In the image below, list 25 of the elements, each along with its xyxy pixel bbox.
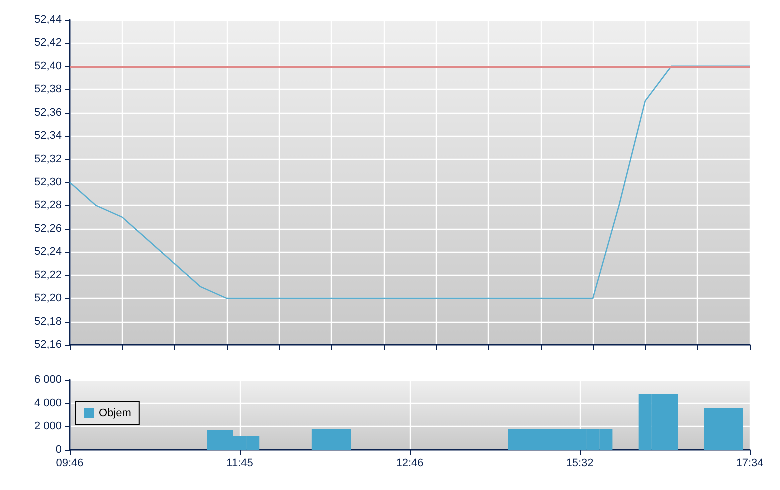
y-tick-label: 52,36: [34, 106, 62, 119]
y-tick-label: 52,38: [34, 84, 62, 96]
y-tick-label: 52,32: [34, 153, 62, 166]
y-tick-label: 52,28: [34, 200, 62, 212]
y-tick-label: 52,34: [34, 130, 62, 142]
y-tick-label: 0: [56, 444, 62, 456]
y-tick-label: 52,26: [34, 222, 62, 235]
y-tick-label: 52,24: [34, 246, 62, 258]
x-tick-label: 17:34: [736, 458, 764, 470]
y-tick-label: 52,22: [34, 269, 62, 282]
y-tick-label: 52,44: [34, 14, 62, 26]
y-tick-label: 52,30: [34, 176, 62, 188]
y-tick-label: 4 000: [34, 397, 62, 410]
y-tick-label: 52,20: [34, 292, 62, 305]
x-tick-label: 15:32: [566, 458, 594, 470]
y-tick-label: 6 000: [34, 374, 62, 386]
y-tick-label: 52,40: [34, 60, 62, 72]
x-tick-label: 11:45: [226, 458, 254, 470]
y-tick-label: 52,16: [34, 339, 62, 351]
x-tick-label: 12:46: [396, 458, 424, 470]
legend-label: Objem: [99, 408, 132, 420]
y-tick-label: 52,42: [34, 37, 62, 50]
y-tick-label: 2 000: [34, 420, 62, 433]
x-tick-label: 09:46: [56, 458, 84, 470]
y-tick-label: 52,18: [34, 316, 62, 328]
